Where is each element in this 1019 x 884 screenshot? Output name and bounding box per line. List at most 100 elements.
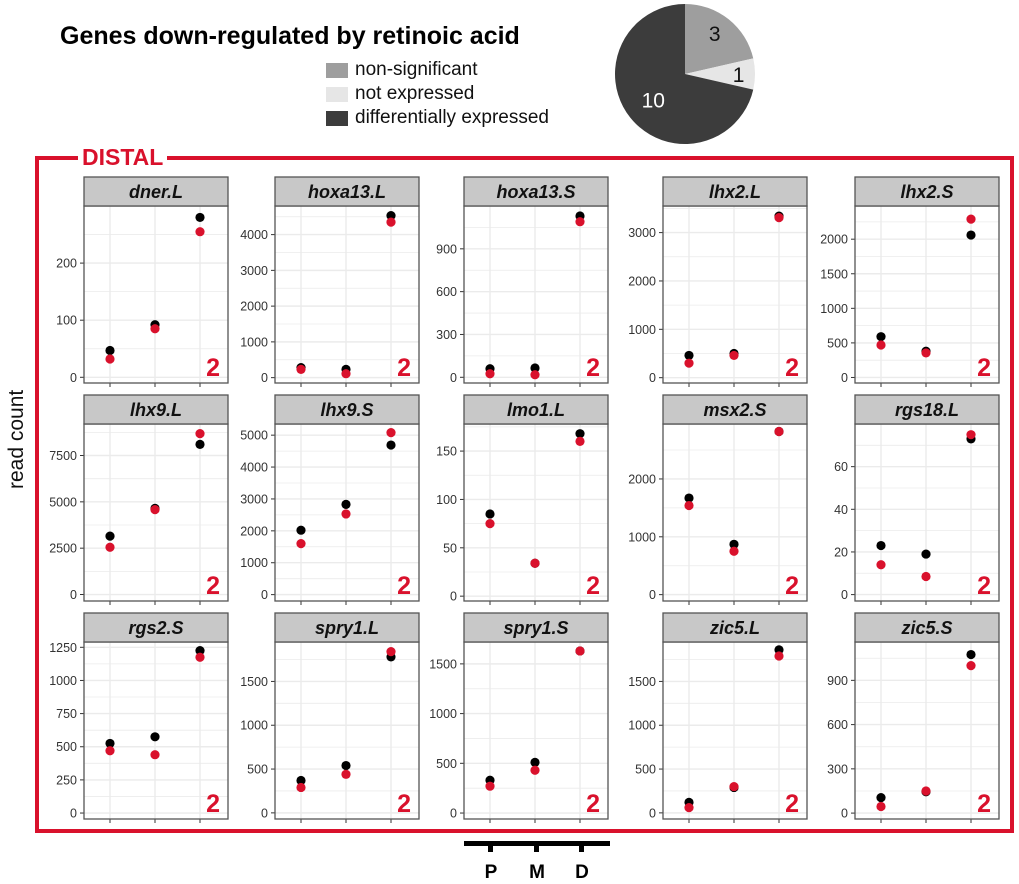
point-black-D — [386, 211, 396, 221]
point-red-D — [774, 651, 784, 661]
facet-panel-spry1-L: 0 500 1000 1500 2 spry1.L — [240, 612, 420, 823]
point-red-P — [684, 803, 694, 813]
y-tick-label: 150 — [436, 445, 457, 459]
axis-key-label-m: M — [529, 862, 545, 883]
facet-strip-label: lhx9.S — [320, 400, 373, 420]
point-black-P — [296, 775, 306, 786]
legend-swatch — [326, 110, 348, 126]
point-red-D — [386, 647, 396, 657]
plot-area — [663, 424, 807, 601]
facet-strip-label: dner.L — [129, 182, 183, 202]
panel-badge: 2 — [397, 354, 411, 382]
y-tick-label: 0 — [70, 588, 77, 602]
point-red-P — [876, 801, 886, 812]
y-tick-label: 0 — [261, 371, 268, 385]
y-tick-label: 300 — [436, 328, 457, 342]
point-red-D — [575, 436, 585, 447]
point-red-M — [530, 765, 540, 775]
point-black-P — [485, 509, 495, 519]
y-tick-label: 1000 — [429, 707, 457, 721]
panel-badge: 2 — [977, 790, 991, 818]
point-red-M — [341, 509, 351, 519]
point-black-M — [729, 539, 739, 549]
axis-key-label-d: D — [575, 862, 589, 883]
y-tick-label: 500 — [56, 740, 77, 754]
y-tick-label: 3000 — [628, 226, 656, 240]
axis-key-bar — [464, 841, 610, 846]
facet-panel-hoxa13-S: 0 300 600 900 2 hoxa13.S — [436, 176, 609, 387]
point-red-M — [921, 348, 931, 358]
facet-strip-label: rgs2.S — [128, 618, 183, 638]
axis-key-tick — [579, 845, 584, 852]
facet-strip — [274, 612, 420, 643]
legend-label: differentially expressed — [355, 107, 549, 128]
panel-badge: 2 — [397, 572, 411, 600]
facet-strip-label: spry1.S — [503, 618, 568, 638]
point-red-P — [485, 519, 495, 529]
panel-badge: 2 — [586, 790, 600, 818]
y-tick-label: 0 — [649, 371, 656, 385]
y-tick-label: 500 — [827, 336, 848, 350]
y-tick-label: 1000 — [820, 302, 848, 316]
point-black-D — [966, 230, 976, 240]
point-black-D — [195, 212, 205, 223]
facet-strip — [662, 176, 808, 207]
plot-area — [464, 206, 608, 383]
point-red-M — [729, 781, 739, 792]
point-red-P — [105, 354, 115, 364]
y-tick-label: 2000 — [820, 233, 848, 247]
facet-panel-msx2-S: 0 1000 2000 2 msx2.S — [628, 394, 808, 605]
point-red-P — [296, 364, 306, 375]
facet-strip — [854, 612, 1000, 643]
facet-panel-zic5-L: 0 500 1000 1500 2 zic5.L — [628, 612, 808, 823]
facet-strip — [274, 176, 420, 207]
y-tick-label: 500 — [436, 757, 457, 771]
point-red-M — [729, 350, 739, 361]
y-tick-label: 0 — [450, 590, 457, 604]
point-red-D — [386, 428, 396, 438]
y-tick-label: 750 — [56, 707, 77, 721]
y-tick-label: 2500 — [49, 542, 77, 556]
facet-panel-spry1-S: 0 500 1000 1500 2 spry1.S — [429, 612, 609, 823]
point-red-P — [105, 542, 115, 552]
y-tick-label: 1500 — [240, 675, 268, 689]
legend-label: non-significant — [355, 59, 478, 80]
y-tick-label: 1000 — [240, 719, 268, 733]
point-red-M — [729, 546, 739, 556]
y-tick-label: 2000 — [628, 472, 656, 486]
facet-strip-label: zic5.L — [709, 618, 760, 638]
panel-badge: 2 — [586, 354, 600, 382]
point-red-D — [195, 429, 205, 439]
point-red-D — [966, 214, 976, 224]
panel-badge: 2 — [586, 572, 600, 600]
axis-key-tick — [488, 845, 493, 852]
y-tick-label: 300 — [827, 762, 848, 776]
facet-panel-lhx2-L: 0 1000 2000 3000 2 lhx2.L — [628, 176, 808, 387]
y-tick-label: 1500 — [628, 675, 656, 689]
legend-item-not-expressed: not expressed — [326, 83, 474, 105]
point-black-P — [105, 531, 115, 541]
facet-panel-lmo1-L: 0 50 100 150 2 lmo1.L — [436, 394, 609, 605]
y-tick-label: 200 — [56, 257, 77, 271]
point-red-P — [876, 340, 886, 350]
point-red-P — [105, 746, 115, 756]
facet-panel-lhx9-S: 0 1000 2000 3000 4000 5000 2 lhx9.S — [240, 394, 420, 605]
point-red-D — [774, 213, 784, 223]
facet-strip — [83, 612, 229, 643]
y-tick-label: 0 — [261, 588, 268, 602]
point-black-P — [684, 350, 694, 361]
y-tick-label: 250 — [56, 773, 77, 787]
panel-badge: 2 — [397, 790, 411, 818]
point-red-P — [485, 369, 495, 379]
point-red-M — [150, 324, 160, 334]
panel-badge: 2 — [785, 572, 799, 600]
point-black-D — [195, 646, 205, 656]
y-tick-label: 4000 — [240, 461, 268, 475]
pie-slice-differentially-expressed — [615, 4, 754, 144]
point-red-P — [876, 560, 886, 570]
y-tick-label: 100 — [56, 314, 77, 328]
y-tick-label: 0 — [649, 806, 656, 820]
y-tick-label: 0 — [261, 806, 268, 820]
point-red-D — [575, 646, 585, 656]
